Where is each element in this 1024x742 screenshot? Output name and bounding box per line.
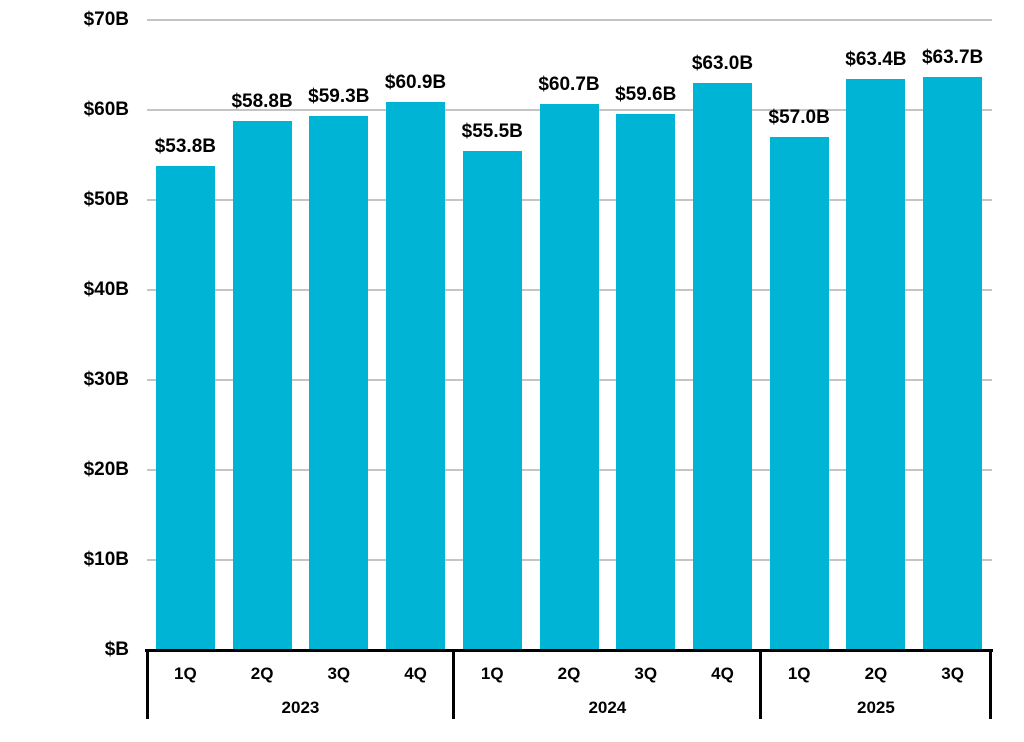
y-axis-tick-label: $20B (83, 459, 129, 480)
x-tick-label-1Q-2025: 1Q (787, 664, 811, 683)
bar-3Q-2024 (616, 113, 676, 650)
x-tick-label-3Q-2025: 3Q (941, 664, 964, 683)
bar-value-label-2Q-2025: $63.4B (845, 49, 907, 71)
x-tick-label-1Q-2023: 1Q (174, 664, 197, 683)
x-axis-line (145, 649, 993, 652)
y-axis-tick-label: $40B (83, 279, 129, 300)
gridline-70B (147, 19, 992, 21)
year-section-divider (989, 650, 992, 719)
bar-value-label-3Q-2023: $59.3B (308, 86, 370, 108)
bar-value-label-1Q-2023: $53.8B (154, 135, 216, 157)
bar-value-label-4Q-2023: $60.9B (384, 71, 447, 93)
bar-3Q-2025 (923, 76, 983, 650)
x-tick-label-1Q-2024: 1Q (480, 664, 504, 683)
x-tick-label-3Q-2024: 3Q (634, 664, 658, 683)
x-tick-label-4Q-2024: 4Q (711, 664, 734, 683)
bar-value-label-1Q-2024: $55.5B (461, 120, 523, 142)
year-section-divider (145, 650, 149, 719)
year-group-label-2024: 2024 (588, 698, 627, 717)
bar-value-label-3Q-2024: $59.6B (615, 83, 677, 105)
bar-4Q-2024 (692, 83, 752, 650)
bar-value-label-4Q-2024: $63.0B (691, 53, 754, 74)
x-tick-label-2Q-2024: 2Q (557, 664, 581, 683)
y-axis-tick-label: $B (104, 639, 129, 660)
bar-1Q-2024 (462, 150, 522, 650)
y-axis-tick-label: $60B (83, 99, 129, 120)
year-section-divider (452, 650, 456, 719)
x-tick-label-2Q-2025: 2Q (864, 664, 888, 683)
bar-value-label-2Q-2023: $58.8B (231, 90, 293, 112)
bar-1Q-2025 (769, 137, 829, 650)
bar-value-label-1Q-2025: $57.0B (768, 107, 830, 128)
bar-value-label-3Q-2025: $63.7B (921, 46, 984, 68)
bar-4Q-2023 (386, 101, 446, 650)
year-group-label-2023: 2023 (281, 698, 320, 717)
bar-value-label-2Q-2024: $60.7B (538, 73, 600, 95)
y-axis-tick-label: $30B (83, 369, 129, 390)
y-axis-tick-label: $10B (83, 549, 129, 570)
bar-2Q-2025 (846, 79, 906, 650)
x-tick-label-2Q-2023: 2Q (250, 664, 274, 683)
bar-2Q-2024 (539, 103, 599, 650)
bar-3Q-2023 (309, 116, 369, 650)
year-section-divider (759, 650, 763, 719)
bar-1Q-2023 (155, 165, 215, 650)
year-group-label-2025: 2025 (856, 698, 895, 717)
y-axis-tick-label: $70B (83, 9, 129, 30)
bar-2Q-2023 (232, 120, 292, 650)
x-tick-label-3Q-2023: 3Q (327, 664, 351, 683)
y-axis-tick-label: $50B (83, 189, 129, 210)
x-tick-label-4Q-2023: 4Q (404, 664, 427, 683)
